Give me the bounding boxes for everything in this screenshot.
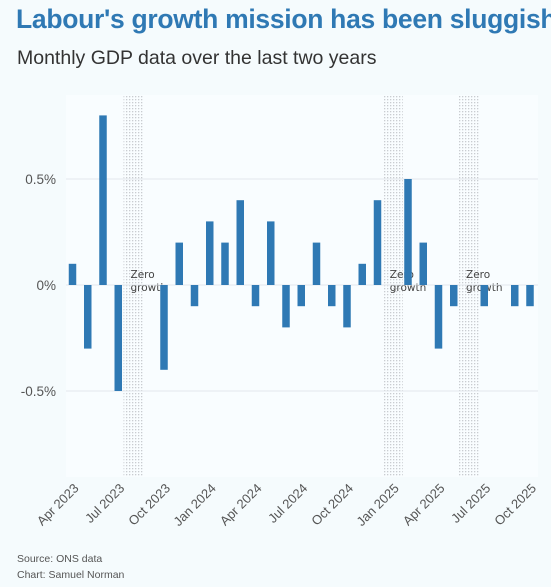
gdp-bar: [206, 221, 214, 285]
x-tick-label: Apr 2025: [400, 481, 448, 529]
x-tick-label: Oct 2025: [491, 481, 539, 529]
gdp-bar: [236, 200, 244, 285]
x-tick-label: Jan 2024: [170, 481, 218, 529]
x-tick-label: Jul 2023: [82, 481, 127, 526]
gdp-bar: [511, 285, 519, 307]
gdp-bar: [99, 115, 107, 286]
gdp-bar: [343, 285, 351, 328]
x-tick-label: Apr 2024: [217, 481, 265, 529]
x-tick-label: Apr 2023: [34, 481, 82, 529]
gdp-bar: [480, 285, 488, 307]
zero-growth-band: [382, 95, 403, 477]
source-note: Source: ONS data: [17, 553, 103, 565]
zero-growth-band: [459, 95, 479, 477]
gdp-bar: [328, 285, 336, 307]
chart-title: Labour's growth mission has been sluggis…: [16, 4, 551, 34]
y-tick-label: 0.5%: [25, 172, 56, 187]
gdp-bar: [419, 242, 427, 285]
y-tick-label: -0.5%: [21, 384, 56, 399]
gdp-bar: [251, 285, 260, 307]
gdp-bar: [312, 242, 321, 285]
x-tick-label: Jan 2025: [353, 481, 401, 529]
gdp-bar: [221, 242, 229, 285]
zero-growth-band: [123, 95, 144, 477]
gdp-bar: [84, 285, 92, 349]
x-tick-label: Jul 2025: [448, 481, 493, 526]
gdp-bar: [114, 285, 122, 391]
gdp-bar: [175, 242, 183, 285]
x-tick-label: Jul 2024: [265, 481, 310, 526]
gdp-bar: [450, 285, 458, 307]
gdp-bar: [373, 200, 382, 285]
gdp-bar: [267, 221, 275, 285]
gdp-bar: [434, 285, 443, 349]
gdp-bar: [404, 179, 412, 285]
gdp-bar: [190, 285, 199, 307]
gdp-bar: [160, 285, 168, 370]
gdp-bar: [68, 263, 77, 285]
x-tick-label: Oct 2023: [125, 481, 173, 529]
gdp-bar: [282, 285, 290, 328]
gdp-bar: [526, 285, 534, 307]
gdp-bar: [297, 285, 305, 307]
chart-subtitle: Monthly GDP data over the last two years: [17, 47, 377, 69]
chart-credit: Chart: Samuel Norman: [17, 569, 125, 581]
x-tick-label: Oct 2024: [308, 481, 356, 529]
y-tick-label: 0%: [36, 278, 56, 293]
gdp-bar: [358, 263, 366, 285]
